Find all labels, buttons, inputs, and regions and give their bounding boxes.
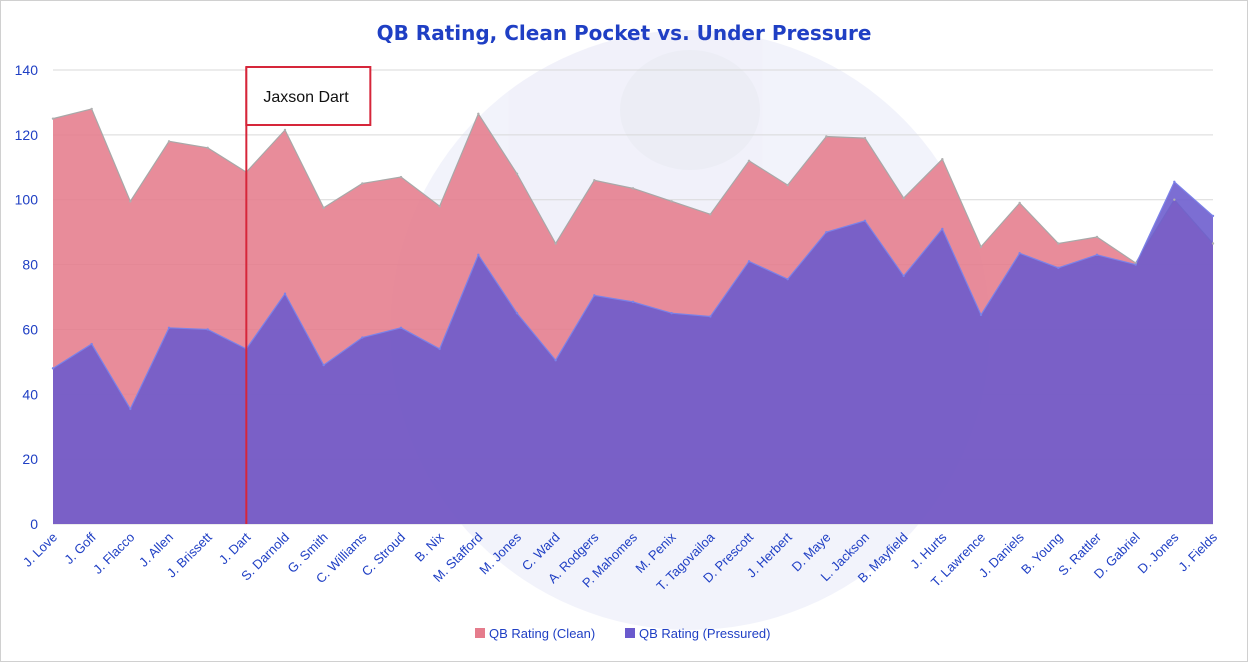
point-clean-0 (51, 117, 55, 120)
point-pressured-28 (1134, 263, 1137, 266)
point-clean-2 (129, 200, 132, 203)
point-pressured-25 (1018, 252, 1021, 255)
annotation-box (245, 66, 372, 126)
point-clean-9 (399, 175, 403, 179)
point-clean-29 (1173, 198, 1176, 201)
y-tick-label: 120 (15, 127, 39, 143)
point-pressured-27 (1095, 253, 1099, 257)
y-axis: 0 20 40 60 80 100 120 140 (15, 62, 39, 532)
point-pressured-20 (825, 230, 828, 234)
point-pressured-18 (747, 260, 751, 263)
point-clean-20 (825, 135, 828, 138)
point-pressured-11 (477, 253, 480, 257)
point-pressured-30 (1211, 214, 1215, 218)
point-pressured-9 (399, 326, 403, 330)
point-pressured-17 (709, 315, 712, 318)
point-clean-10 (438, 205, 441, 208)
legend-label-pressured: QB Rating (Pressured) (639, 626, 771, 641)
point-pressured-19 (786, 277, 789, 281)
point-pressured-21 (863, 219, 867, 222)
point-clean-27 (1095, 235, 1099, 239)
point-clean-12 (515, 172, 519, 175)
point-pressured-8 (361, 336, 364, 339)
point-pressured-22 (902, 274, 905, 278)
point-pressured-10 (438, 347, 441, 351)
point-pressured-13 (554, 359, 557, 362)
y-tick-label: 40 (22, 386, 38, 402)
annotation-label: Jaxson Dart (263, 89, 349, 106)
legend: QB Rating (Clean) QB Rating (Pressured) (475, 626, 771, 641)
legend-label-clean: QB Rating (Clean) (489, 626, 595, 641)
point-clean-26 (1057, 242, 1060, 245)
point-pressured-6 (283, 292, 287, 295)
point-pressured-15 (631, 300, 635, 304)
point-pressured-1 (90, 342, 93, 346)
point-clean-4 (206, 146, 209, 150)
annotation: Jaxson Dart (245, 66, 372, 524)
point-clean-16 (670, 200, 673, 203)
series-area-pressured (53, 181, 1213, 524)
point-clean-18 (747, 159, 751, 162)
point-clean-15 (631, 187, 635, 190)
point-pressured-4 (206, 328, 209, 331)
y-tick-label: 60 (22, 321, 38, 337)
point-clean-19 (786, 183, 789, 187)
point-pressured-14 (593, 294, 596, 297)
point-clean-8 (361, 182, 364, 185)
chart-title: QB Rating, Clean Pocket vs. Under Pressu… (377, 21, 872, 45)
point-clean-23 (941, 157, 944, 161)
y-tick-label: 100 (15, 192, 39, 208)
point-pressured-7 (322, 363, 325, 367)
y-tick-label: 0 (30, 516, 38, 532)
point-clean-22 (902, 196, 905, 200)
point-pressured-12 (515, 312, 519, 315)
point-pressured-2 (129, 407, 132, 411)
point-clean-3 (167, 140, 171, 143)
y-tick-label: 20 (22, 451, 38, 467)
point-clean-21 (863, 136, 867, 140)
point-clean-24 (979, 245, 983, 248)
legend-swatch-clean (475, 628, 485, 638)
point-pressured-3 (167, 326, 171, 330)
point-pressured-24 (979, 313, 983, 317)
point-clean-14 (593, 179, 596, 182)
point-pressured-29 (1173, 180, 1176, 184)
point-clean-30 (1211, 242, 1215, 245)
series-areas (51, 107, 1215, 524)
point-pressured-0 (51, 367, 55, 370)
point-clean-7 (322, 206, 325, 210)
y-tick-label: 140 (15, 62, 39, 78)
point-clean-25 (1018, 201, 1021, 205)
point-clean-11 (477, 112, 480, 115)
point-pressured-23 (941, 227, 944, 231)
point-clean-17 (709, 213, 712, 216)
y-tick-label: 80 (22, 257, 38, 273)
point-clean-13 (554, 242, 557, 245)
point-clean-1 (90, 107, 93, 111)
point-clean-6 (283, 128, 287, 132)
point-pressured-16 (670, 312, 673, 315)
point-pressured-26 (1057, 266, 1060, 270)
legend-swatch-pressured (625, 628, 635, 638)
